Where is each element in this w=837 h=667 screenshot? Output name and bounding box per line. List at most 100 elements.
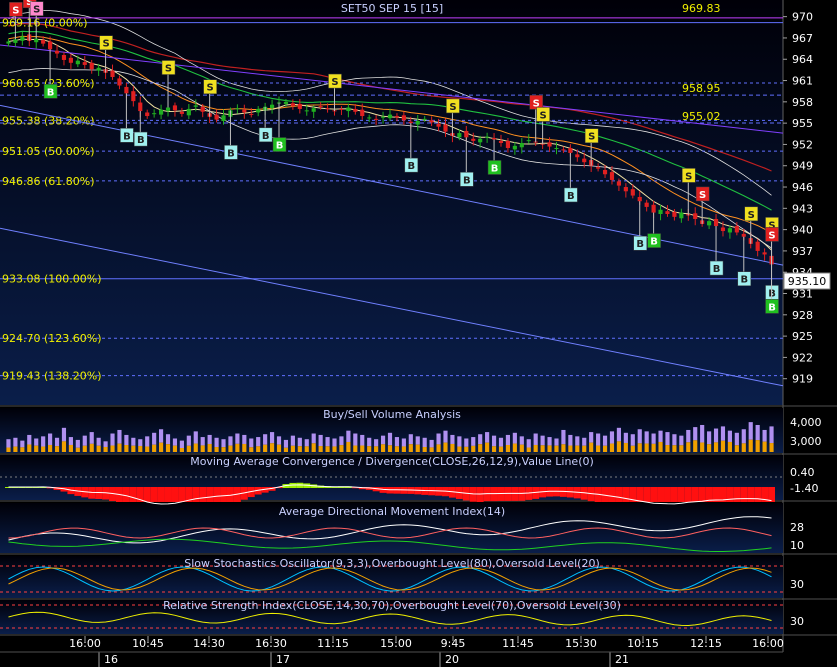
volume-bar-buy [679,445,684,452]
candle-body [651,204,656,213]
candle-body [249,113,254,115]
macd-panel-title: Moving Average Convergence / Divergence(… [190,455,594,468]
buy-signal-marker [224,145,238,160]
price-tick-label: 922 [792,351,813,364]
candle-body [96,67,101,71]
candle-body [172,105,178,111]
price-axis: 9709679649619589559529499469439409379349… [783,11,813,386]
volume-bar-sell [311,433,316,444]
candle-body [374,118,379,120]
candle-body [48,41,53,50]
volume-bar-buy [276,444,282,452]
volume-bar-buy [547,445,552,452]
volume-bar-buy [485,442,490,452]
volume-bar-sell [401,438,406,447]
price-tick-label: 967 [792,32,813,45]
volume-bar-sell [256,437,261,447]
volume-bar-sell [165,434,171,445]
volume-bar-buy [214,447,219,452]
volume-bar-buy [568,445,573,452]
candle-body [13,39,18,43]
volume-bar-buy [575,445,580,452]
buy-signal-marker [43,84,58,99]
fibonacci-levels: 969.16 (0.00%) 960.65 (23.60%) 955.38 (38.… [0,17,784,387]
fib-level-label: 919.43 (138.20%) [2,370,102,383]
sell-signal-marker [765,227,779,242]
volume-bar-buy [616,441,621,452]
volume-bar-sell [686,429,691,443]
macd-histogram-bar [643,487,651,502]
time-tick-label: 14:30 [193,637,225,650]
candle-body [318,106,323,108]
volume-bar-sell [491,435,497,447]
candle-body [214,114,219,120]
sell-signal-label: S [748,210,755,221]
main-plot-area[interactable] [0,0,783,405]
volume-bar-buy [68,444,73,452]
volume-bar-sell [353,433,358,446]
candle-body [401,115,406,121]
macd-histogram-bar [622,487,630,502]
candle-body [304,110,309,112]
candle-body [713,218,719,227]
buy-signal-marker [404,157,419,173]
macd-histogram-bar [303,483,311,488]
candle-body [561,149,566,151]
macd-histogram-bar [733,487,741,502]
sell-signal-marker [9,2,23,17]
buy-signal-marker [134,131,148,147]
fib-level-label: 924.70 (123.60%) [2,332,102,345]
volume-bar-sell [415,436,420,445]
fib-level-label: 955.38 (38.20%) [2,114,95,127]
macd-histogram-bar [448,487,456,498]
volume-bar-sell [159,429,164,443]
sell-signal-marker [744,206,758,222]
time-tick-label: 16:30 [255,637,287,650]
time-tick-label: 15:00 [380,637,412,650]
adx-panel-bg[interactable] [0,503,783,553]
volume-bar-sell [228,436,233,446]
volume-bar-sell [346,430,351,442]
adx-tick-lower: 10 [790,539,804,552]
chart-title: SET50 SEP 15 [15] [341,2,443,15]
volume-bar-sell [554,438,559,446]
candle-body [415,121,420,125]
volume-bar-buy [249,447,254,452]
candle-body [616,181,621,186]
volume-bar-sell [720,426,726,441]
stoch-d-line [8,567,772,591]
volume-bar-sell [734,432,739,446]
macd-histogram-bar [504,487,512,501]
candle-body [658,209,663,215]
volume-bar-sell [679,435,684,446]
sell-signal-marker [29,1,44,16]
buy-signal-marker [460,172,474,187]
volume-bar-sell [616,427,621,442]
buy-signal-label: B [768,302,776,313]
volume-bar-buy [589,442,594,452]
day-label: 16 [104,653,118,666]
candle-body [117,78,122,86]
candle-body [394,116,400,118]
volume-bar-buy [145,446,150,452]
volume-bar-buy [221,447,226,452]
volume-bar-buy [48,444,53,452]
candle-body [283,101,289,104]
volume-bar-sell [297,437,302,447]
buy-signal-label: B [276,141,284,152]
candle-body [82,62,87,65]
volume-bar-buy [89,443,94,452]
sell-signal-label: S [768,230,775,241]
volume-bar-buy [290,445,295,452]
volume-bar-sell [20,440,25,448]
volume-bar-buy [658,441,663,452]
candle-body [644,202,649,207]
macd-histogram-bar [601,487,609,502]
candle-body [290,103,295,107]
macd-histogram-bar [5,487,12,488]
volume-bar-sell [27,434,32,445]
candle-body [464,130,469,138]
volume-bar-sell [596,433,601,446]
sell-signal-label: S [33,5,40,16]
volume-bar-buy [727,441,732,452]
